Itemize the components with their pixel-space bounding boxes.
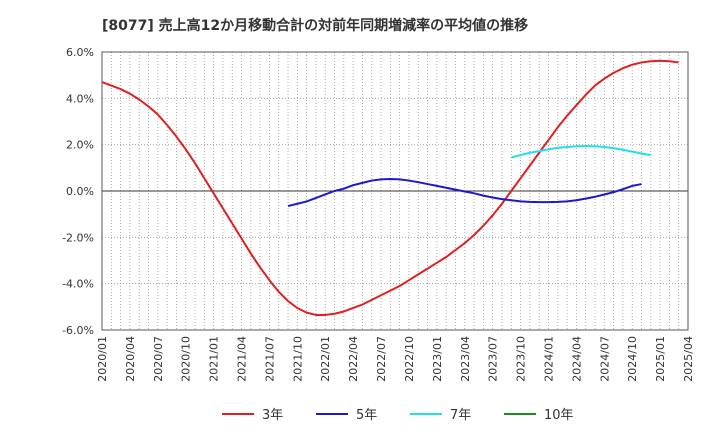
y-tick-label: -4.0% bbox=[62, 278, 94, 291]
x-tick-label: 2023/10 bbox=[515, 336, 528, 382]
x-tick-label: 2023/04 bbox=[459, 336, 472, 382]
plot-frame bbox=[101, 51, 689, 331]
y-axis-ticks: 6.0% 4.0% 2.0% 0.0% -2.0% -4.0% -6.0% bbox=[62, 46, 94, 337]
x-tick-label: 2022/04 bbox=[347, 336, 360, 382]
y-tick-label: 0.0% bbox=[66, 185, 94, 198]
y-tick-label: -6.0% bbox=[62, 324, 94, 337]
grid bbox=[102, 52, 688, 330]
chart-title: [8077] 売上高12か月移動合計の対前年同期増減率の平均値の推移 bbox=[102, 17, 528, 34]
legend: 3年 5年 7年 10年 bbox=[222, 408, 574, 423]
x-tick-label: 2025/01 bbox=[654, 336, 667, 382]
x-tick-label: 2020/10 bbox=[180, 336, 193, 382]
x-tick-label: 2021/04 bbox=[236, 336, 249, 382]
x-tick-label: 2021/07 bbox=[263, 336, 276, 382]
x-tick-label: 2020/07 bbox=[152, 336, 165, 382]
legend-label-5年: 5年 bbox=[356, 408, 377, 423]
series-line-7年 bbox=[511, 145, 651, 159]
x-tick-label: 2022/10 bbox=[403, 336, 416, 382]
x-tick-label: 2020/01 bbox=[96, 336, 109, 382]
legend-label-3年: 3年 bbox=[262, 408, 283, 423]
y-tick-label: 2.0% bbox=[66, 139, 94, 152]
x-tick-label: 2022/01 bbox=[319, 336, 332, 382]
y-tick-label: 4.0% bbox=[66, 92, 94, 105]
x-tick-label: 2021/01 bbox=[208, 336, 221, 382]
x-tick-label: 2022/07 bbox=[375, 336, 388, 382]
x-tick-label: 2020/04 bbox=[124, 336, 137, 382]
legend-label-10年: 10年 bbox=[544, 408, 574, 423]
x-tick-label: 2021/10 bbox=[291, 336, 304, 382]
x-tick-label: 2023/07 bbox=[487, 336, 500, 382]
series-line-3年 bbox=[101, 59, 679, 316]
y-tick-label: 6.0% bbox=[66, 46, 94, 59]
series-line-5年 bbox=[287, 177, 642, 208]
x-tick-label: 2024/07 bbox=[598, 336, 611, 382]
x-tick-label: 2025/04 bbox=[682, 336, 695, 382]
x-tick-label: 2024/04 bbox=[570, 336, 583, 382]
x-tick-label: 2024/10 bbox=[626, 336, 639, 382]
x-axis-ticks: 2020/01 2020/04 2020/07 2020/10 2021/01 2021/… bbox=[96, 336, 695, 382]
legend-label-7年: 7年 bbox=[450, 408, 471, 423]
x-tick-label: 2023/01 bbox=[431, 336, 444, 382]
y-tick-label: -2.0% bbox=[62, 231, 94, 244]
series-lines bbox=[101, 59, 679, 316]
x-tick-label: 2024/01 bbox=[542, 336, 555, 382]
